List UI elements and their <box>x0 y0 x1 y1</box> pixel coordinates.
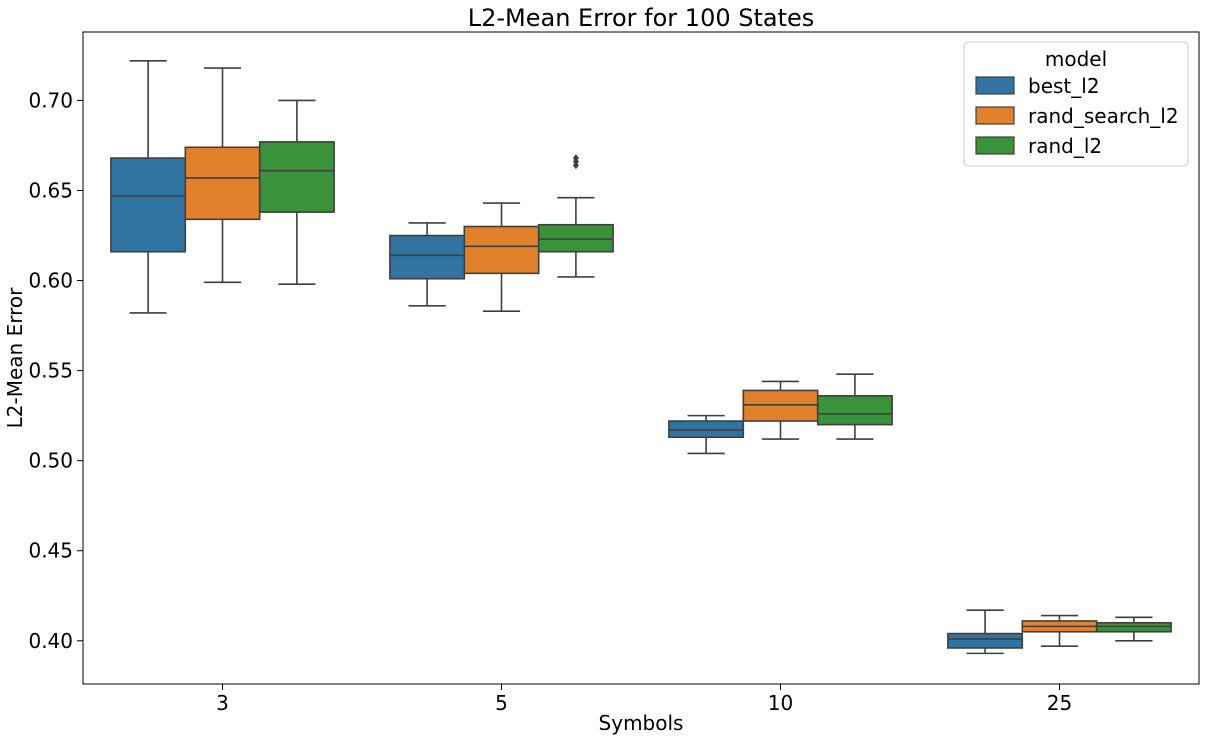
box-body <box>1095 621 1172 633</box>
y-tick-label: 0.50 <box>28 449 73 473</box>
x-tick-label: 25 <box>1047 691 1072 715</box>
box-best_l2-25 <box>947 609 1024 655</box>
y-axis-label: L2-Mean Error <box>3 287 27 428</box>
y-tick-label: 0.65 <box>28 178 73 202</box>
box-body <box>463 225 540 275</box>
box-rand_search_l2-3 <box>184 67 261 284</box>
box-body <box>258 141 335 213</box>
x-axis-label: Symbols <box>599 711 684 735</box>
legend-swatch-best_l2 <box>975 76 1015 95</box>
legend-swatch-rand_l2 <box>975 136 1015 155</box>
y-tick-label: 0.45 <box>28 539 73 563</box>
y-tick-label: 0.40 <box>28 629 73 653</box>
y-axis: 0.40 0.45 0.50 0.55 0.60 0.65 0.70 <box>28 88 83 653</box>
y-tick-label: 0.70 <box>28 88 73 112</box>
legend-label-rand_l2: rand_l2 <box>1028 134 1102 158</box>
outlier-point <box>572 154 579 163</box>
chart-title: L2-Mean Error for 100 States <box>468 4 815 32</box>
y-tick-label: 0.60 <box>28 269 73 293</box>
box-body <box>184 146 261 221</box>
box-body <box>537 223 614 253</box>
box-body <box>742 389 819 422</box>
plot-area <box>82 31 1200 685</box>
legend-label-rand_search_l2: rand_search_l2 <box>1028 104 1179 128</box>
legend-label-best_l2: best_l2 <box>1028 74 1100 98</box>
box-body <box>947 632 1024 649</box>
box-body <box>668 420 745 439</box>
x-tick-label: 5 <box>495 691 508 715</box>
box-best_l2-5 <box>389 222 466 307</box>
box-rand_l2-10 <box>816 373 893 440</box>
box-body <box>389 234 466 280</box>
box-series <box>110 60 1172 655</box>
x-tick-label: 10 <box>768 691 793 715</box>
legend-frame <box>963 41 1189 167</box>
legend: model best_l2 rand_search_l2 rand_l2 <box>963 41 1189 167</box>
box-rand_l2-3 <box>258 99 335 285</box>
box-best_l2-10 <box>668 414 745 455</box>
box-rand_search_l2-25 <box>1021 614 1098 647</box>
legend-swatch-rand_search_l2 <box>975 106 1015 125</box>
box-rand_search_l2-10 <box>742 380 819 440</box>
box-rand_l2-5 <box>537 154 614 278</box>
box-rand_l2-25 <box>1095 616 1172 642</box>
y-tick-label: 0.55 <box>28 359 73 383</box>
box-body <box>110 157 187 253</box>
box-rand_search_l2-5 <box>463 202 540 312</box>
legend-title: model <box>1045 47 1107 71</box>
box-best_l2-3 <box>110 60 187 314</box>
x-axis: 3 5 10 25 <box>216 684 1072 715</box>
x-tick-label: 3 <box>216 691 229 715</box>
box-body <box>816 395 893 426</box>
